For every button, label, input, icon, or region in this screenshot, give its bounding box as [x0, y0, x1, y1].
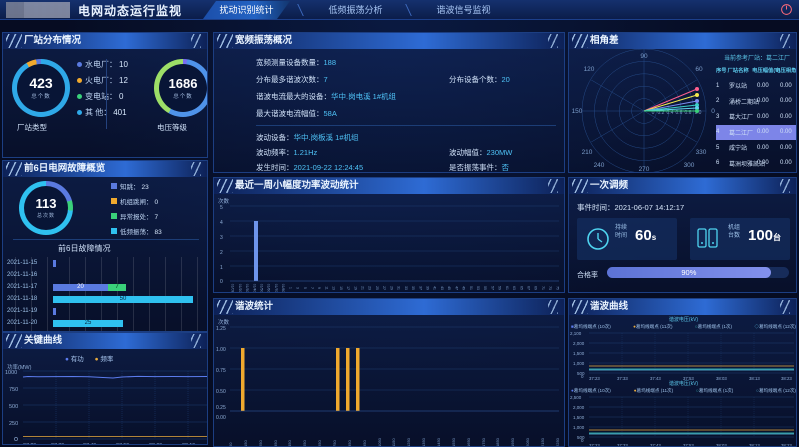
svg-text:38:09: 38:09 — [149, 443, 162, 445]
svg-text:55: 55 — [483, 286, 487, 290]
svg-text:9: 9 — [317, 287, 321, 289]
svg-text:1: 1 — [288, 287, 292, 289]
svg-text:37:39: 37:39 — [51, 443, 64, 445]
svg-text:0.75: 0.75 — [216, 368, 226, 374]
svg-text:33: 33 — [404, 286, 408, 290]
svg-text:63: 63 — [512, 286, 516, 290]
svg-text:51: 51 — [469, 286, 473, 290]
svg-text:750: 750 — [9, 387, 18, 393]
svg-text:41: 41 — [433, 286, 437, 290]
svg-text:38:23: 38:23 — [781, 443, 792, 447]
svg-text:59: 59 — [498, 286, 502, 290]
svg-text:250: 250 — [9, 421, 18, 427]
svg-text:01/30: 01/30 — [245, 284, 249, 292]
svg-text:61: 61 — [505, 286, 509, 290]
svg-text:17: 17 — [346, 286, 350, 290]
svg-text:38:03: 38:03 — [716, 443, 727, 447]
svg-text:37:33: 37:33 — [617, 443, 628, 447]
svg-text:5: 5 — [220, 205, 223, 211]
svg-text:1.00: 1.00 — [216, 347, 226, 353]
svg-text:71: 71 — [541, 286, 545, 290]
svg-text:1,000: 1,000 — [573, 425, 585, 430]
svg-text:01/60: 01/60 — [267, 284, 271, 292]
svg-text:90: 90 — [640, 53, 648, 60]
svg-text:330: 330 — [696, 149, 707, 156]
svg-text:500: 500 — [9, 404, 18, 410]
svg-text:43: 43 — [440, 286, 444, 290]
svg-text:37: 37 — [418, 286, 422, 290]
svg-text:38:13: 38:13 — [749, 443, 760, 447]
svg-text:210: 210 — [582, 149, 593, 156]
svg-text:7: 7 — [310, 287, 314, 289]
svg-text:37:59: 37:59 — [116, 443, 129, 445]
svg-text:27: 27 — [382, 286, 386, 290]
svg-text:37:49: 37:49 — [83, 443, 96, 445]
svg-text:2,000: 2,000 — [573, 405, 585, 410]
svg-text:0: 0 — [711, 108, 715, 115]
svg-text:53: 53 — [476, 286, 480, 290]
svg-text:37:43: 37:43 — [650, 443, 661, 447]
svg-text:0: 0 — [220, 279, 223, 285]
svg-text:47: 47 — [454, 286, 458, 290]
svg-text:65: 65 — [519, 286, 523, 290]
svg-text:60: 60 — [695, 66, 703, 73]
svg-text:300: 300 — [684, 162, 695, 169]
svg-text:1.25: 1.25 — [216, 326, 226, 332]
svg-text:15: 15 — [339, 286, 343, 290]
svg-text:150: 150 — [572, 108, 583, 115]
svg-text:73: 73 — [548, 286, 552, 290]
svg-text:270: 270 — [639, 166, 650, 173]
svg-text:3: 3 — [220, 235, 223, 241]
svg-text:2: 2 — [220, 250, 223, 256]
svg-text:5: 5 — [303, 287, 307, 289]
svg-text:21: 21 — [361, 286, 365, 290]
svg-text:35: 35 — [411, 286, 415, 290]
svg-text:2,100: 2,100 — [570, 331, 582, 336]
svg-text:31: 31 — [397, 286, 401, 290]
svg-text:01/80: 01/80 — [281, 284, 285, 292]
svg-text:120: 120 — [584, 66, 595, 73]
svg-text:1,500: 1,500 — [573, 351, 585, 356]
svg-text:45: 45 — [447, 286, 451, 290]
svg-text:4: 4 — [220, 220, 223, 226]
svg-text:3: 3 — [296, 287, 300, 289]
svg-text:2,000: 2,000 — [573, 341, 585, 346]
svg-text:2,500: 2,500 — [570, 395, 582, 400]
svg-text:0.50: 0.50 — [216, 389, 226, 395]
svg-text:37:29: 37:29 — [23, 443, 36, 445]
svg-text:69: 69 — [534, 286, 538, 290]
svg-text:01/20: 01/20 — [238, 284, 242, 292]
svg-text:1,000: 1,000 — [573, 361, 585, 366]
svg-text:1: 1 — [220, 265, 223, 271]
svg-text:39: 39 — [426, 286, 430, 290]
svg-text:38:19: 38:19 — [182, 443, 195, 445]
svg-text:37:23: 37:23 — [589, 443, 600, 447]
svg-text:13: 13 — [332, 286, 336, 290]
svg-text:25: 25 — [375, 286, 379, 290]
svg-text:01/70: 01/70 — [274, 284, 278, 292]
svg-text:75: 75 — [555, 286, 559, 290]
svg-text:29: 29 — [389, 286, 393, 290]
svg-text:1000: 1000 — [5, 370, 17, 376]
svg-text:01/09: 01/09 — [231, 284, 235, 292]
svg-text:19: 19 — [353, 286, 357, 290]
svg-text:01/50: 01/50 — [260, 284, 264, 292]
svg-text:49: 49 — [462, 286, 466, 290]
svg-text:240: 240 — [594, 162, 605, 169]
svg-text:37:53: 37:53 — [683, 443, 694, 447]
svg-text:57: 57 — [490, 286, 494, 290]
svg-text:67: 67 — [527, 286, 531, 290]
svg-text:0.00: 0.00 — [216, 415, 226, 421]
svg-text:01/40: 01/40 — [252, 284, 256, 292]
svg-text:23: 23 — [368, 286, 372, 290]
svg-text:1,500: 1,500 — [573, 415, 585, 420]
svg-text:0.25: 0.25 — [216, 405, 226, 411]
svg-text:11: 11 — [324, 286, 328, 290]
